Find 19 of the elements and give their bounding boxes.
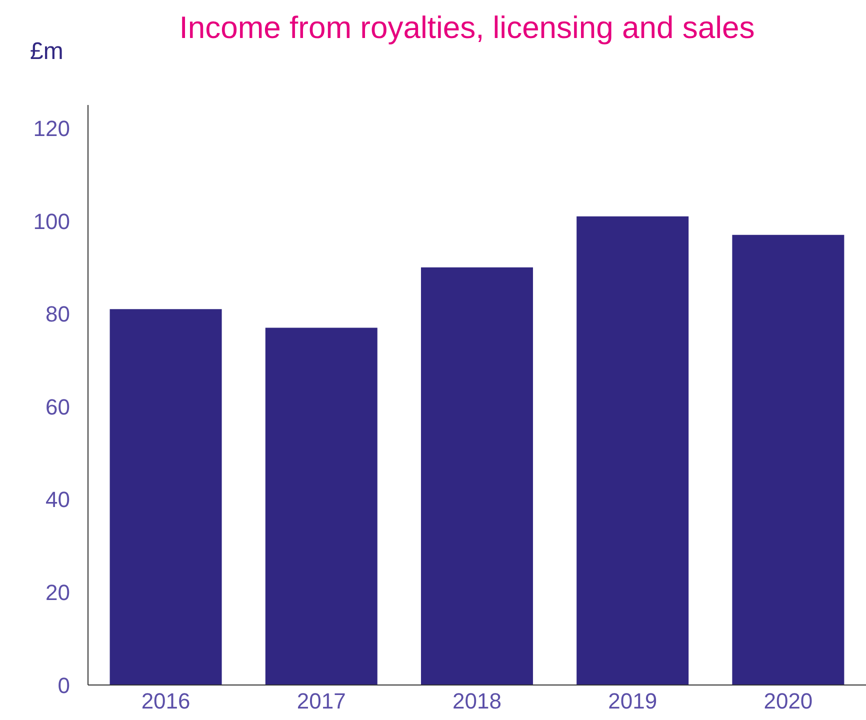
y-tick-label: 120 (33, 116, 70, 142)
bar (110, 309, 222, 685)
bar (265, 328, 378, 685)
y-tick-label: 60 (46, 394, 70, 420)
y-tick-label: 0 (58, 672, 70, 698)
chart-title: Income from royalties, licensing and sales (179, 10, 755, 45)
y-axis-title: £m (30, 38, 64, 66)
y-tick-label: 100 (33, 208, 70, 234)
bar (732, 234, 844, 685)
bar (576, 216, 689, 685)
x-tick-label: 2017 (296, 688, 346, 714)
y-tick-label: 20 (46, 580, 70, 606)
y-tick-label: 80 (46, 302, 70, 327)
x-tick-label: 2019 (608, 688, 658, 714)
x-tick-label: 2020 (764, 688, 813, 714)
y-tick-label: 40 (46, 487, 70, 512)
x-tick-label: 2016 (141, 688, 190, 714)
x-tick-label: 2018 (452, 688, 502, 714)
bar (420, 267, 533, 685)
